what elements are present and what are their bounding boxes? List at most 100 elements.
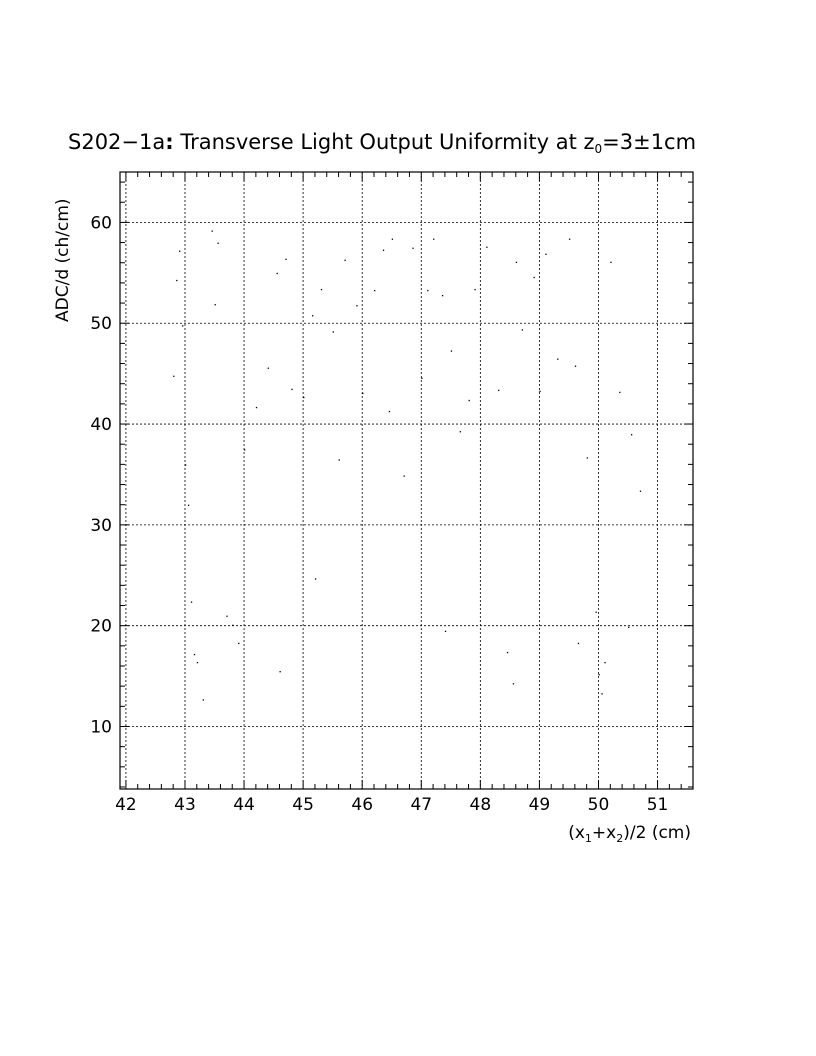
data-point — [320, 288, 323, 291]
y-tick-label: 30 — [90, 516, 112, 536]
data-point — [421, 377, 423, 379]
x-tick-label: 43 — [174, 795, 196, 815]
data-point — [486, 246, 488, 248]
data-point — [184, 464, 187, 466]
data-point — [610, 261, 612, 264]
x-axis-label: (x1+x2)/2 (cm) — [568, 823, 691, 845]
data-point — [182, 325, 184, 327]
data-point — [515, 261, 518, 264]
data-point — [521, 329, 523, 331]
data-point — [498, 389, 500, 392]
data-point — [187, 504, 190, 506]
data-point — [190, 601, 193, 603]
data-point — [619, 391, 621, 394]
data-point — [382, 249, 385, 251]
data-point — [276, 272, 278, 275]
data-point — [604, 661, 606, 664]
x-tick-labels: 42 43 44 45 46 47 48 49 50 51 — [115, 795, 668, 815]
data-point — [586, 457, 588, 459]
x-axis-label-sub-2: 2 — [616, 832, 623, 845]
axis-ticks — [120, 172, 694, 789]
data-point — [468, 399, 470, 402]
data-point — [403, 475, 405, 477]
data-point — [279, 671, 281, 673]
data-point — [574, 365, 577, 367]
data-point — [444, 630, 447, 633]
y-tick-label: 50 — [90, 314, 112, 334]
data-point — [173, 375, 175, 377]
x-tick-label: 46 — [351, 795, 373, 815]
grid-lines — [120, 172, 693, 789]
data-point — [595, 611, 597, 613]
chart-title-prefix: S202−1a — [68, 130, 165, 154]
data-point — [391, 238, 394, 240]
data-point — [196, 661, 199, 664]
data-point — [314, 578, 317, 580]
data-point — [474, 288, 476, 291]
data-point — [388, 410, 391, 413]
data-point — [291, 388, 293, 391]
data-point — [211, 230, 213, 232]
data-point — [303, 396, 305, 399]
data-point — [533, 276, 535, 279]
data-point — [332, 331, 334, 333]
data-point — [628, 626, 630, 628]
y-tick-label: 20 — [90, 617, 112, 637]
data-point — [217, 242, 219, 244]
data-point — [539, 390, 541, 393]
y-axis-label: ADC/d (ch/cm) — [53, 198, 73, 322]
x-axis-label-part-1: (x — [568, 823, 585, 843]
plot-frame — [119, 171, 694, 790]
data-point — [412, 247, 414, 249]
data-point — [238, 642, 240, 645]
data-point — [338, 459, 340, 461]
x-tick-label: 42 — [115, 795, 137, 815]
data-point — [356, 305, 358, 307]
x-tick-label: 47 — [410, 795, 432, 815]
data-points — [173, 230, 642, 701]
data-point — [545, 253, 547, 255]
data-point — [512, 683, 515, 685]
data-point — [630, 434, 633, 436]
chart-title-subscript: 0 — [595, 142, 603, 156]
y-tick-label: 40 — [90, 415, 112, 435]
data-point — [374, 289, 376, 292]
data-point — [244, 449, 246, 451]
x-axis-label-part-3: )/2 (cm) — [623, 823, 691, 843]
data-point — [598, 674, 600, 676]
x-axis-label-part-2: +x — [592, 823, 616, 843]
y-tick-label: 60 — [90, 213, 112, 233]
chart-title-colon: : — [165, 130, 173, 154]
x-tick-label: 45 — [292, 795, 314, 815]
data-point — [450, 350, 453, 352]
x-tick-label: 50 — [588, 795, 610, 815]
data-point — [568, 238, 571, 240]
data-point — [176, 279, 178, 282]
data-point — [601, 693, 603, 695]
y-tick-label: 10 — [90, 717, 112, 737]
data-point — [362, 392, 364, 395]
x-axis-label-sub-1: 1 — [585, 832, 592, 845]
data-point — [179, 250, 181, 252]
data-point — [202, 699, 205, 701]
x-tick-label: 44 — [233, 795, 255, 815]
data-point — [267, 367, 269, 369]
data-point — [433, 238, 435, 240]
data-point — [427, 289, 429, 292]
chart-title: S202−1a: Transverse Light Output Uniform… — [68, 130, 696, 156]
chart-title-suffix: =3±1cm — [602, 130, 696, 154]
data-point — [344, 259, 346, 262]
data-point — [459, 431, 461, 433]
x-tick-label: 48 — [470, 795, 492, 815]
data-point — [285, 258, 287, 261]
data-point — [557, 358, 559, 360]
data-point — [226, 615, 228, 617]
data-point — [506, 651, 509, 654]
data-point — [311, 315, 314, 317]
data-point — [193, 653, 196, 656]
x-tick-label: 49 — [529, 795, 551, 815]
data-point — [255, 406, 258, 409]
chart-title-main: Transverse Light Output Uniformity at z — [174, 130, 595, 154]
data-point — [441, 294, 444, 297]
